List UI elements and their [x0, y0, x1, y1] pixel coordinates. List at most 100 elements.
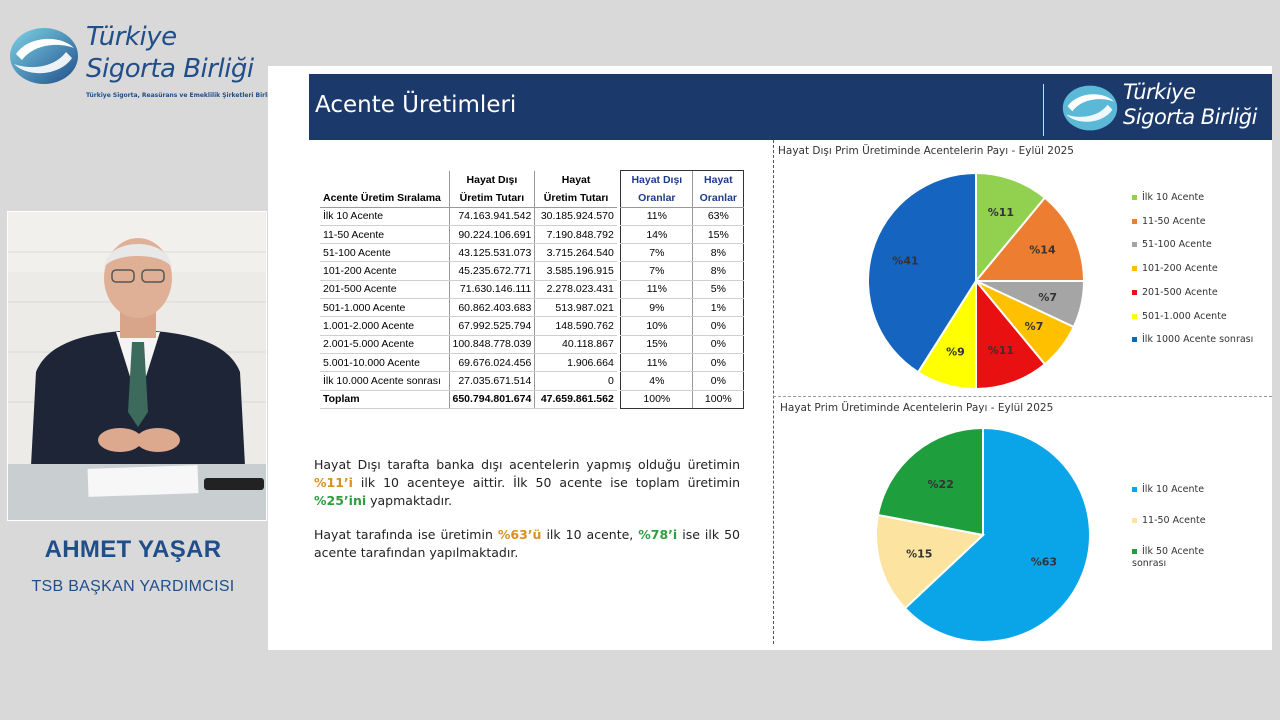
cell-ho: 1% [692, 298, 745, 318]
table-header-row-2: Acente Üretim Sıralama Üretim Tutarı Üre… [320, 188, 745, 208]
tsb-logo-icon [1062, 85, 1118, 131]
p2-text-c: ise ilk 50 acente tarafından yapılmaktad… [314, 527, 740, 560]
cell-ho: 0% [692, 335, 745, 354]
pie-slice [975, 171, 1047, 284]
cell-h: 47.659.861.562 [534, 389, 617, 409]
col-ho-bottom: Oranlar [692, 188, 745, 208]
paragraph-life: Hayat tarafında ise üretimin %63’ü ilk 1… [314, 526, 740, 562]
legend-swatch [1132, 337, 1137, 343]
legend-label: 201-500 Acente [1142, 286, 1218, 298]
pie-slice [903, 426, 1091, 643]
cell-rank: İlk 10.000 Acente sonrası [320, 371, 449, 391]
cell-h: 0 [534, 371, 617, 391]
legend-label: 11-50 Acente [1142, 515, 1206, 526]
legend-swatch [1132, 242, 1137, 248]
tsb-logo-icon [10, 28, 78, 84]
col-hd-bottom: Üretim Tutarı [448, 188, 535, 208]
legend-swatch [1132, 487, 1137, 492]
cell-ho: 15% [692, 225, 745, 245]
cell-ho: 63% [692, 207, 745, 226]
cell-ho: 8% [692, 243, 745, 263]
col-hdo-bottom: Oranlar [620, 188, 693, 208]
table-row: 501-1.000 Acente 60.862.403.683 513.987.02… [320, 298, 745, 318]
speaker-video [7, 211, 267, 521]
cell-hdo: 14% [620, 225, 693, 245]
cell-h: 7.190.848.792 [534, 225, 617, 245]
chart2-title: Hayat Prim Üretiminde Acentelerin Payı -… [780, 402, 1054, 414]
horizontal-divider [773, 396, 1272, 397]
chart2-legend: İlk 10 Acente 11-50 Acente İlk 50 Acente s… [1132, 484, 1272, 584]
cell-hdo: 15% [620, 335, 693, 354]
non-life-pie-chart: %11 %14 %7 %7 %11 %9 %41 [867, 171, 1086, 391]
legend-item: İlk 10 Acente [1132, 484, 1204, 495]
cell-h: 513.987.021 [534, 298, 617, 318]
cell-hd: 67.992.525.794 [448, 316, 535, 336]
cell-h: 3.585.196.915 [534, 261, 617, 281]
table-row: 201-500 Acente 71.630.146.111 2.278.023.43… [320, 280, 745, 300]
cell-hd: 650.794.801.674 [448, 389, 535, 409]
col-ho-top: Hayat [692, 169, 745, 189]
col-hdo-top: Hayat Dışı [620, 169, 693, 189]
agency-production-table: Hayat Dışı Hayat Hayat Dışı Hayat Acente… [320, 169, 745, 409]
cell-rank: 5.001-10.000 Acente [320, 353, 449, 373]
col-h-top: Hayat [534, 170, 617, 189]
vertical-divider [773, 140, 774, 644]
table-row: 101-200 Acente 45.235.672.771 3.585.196.91… [320, 261, 745, 281]
cell-hd: 100.848.778.039 [448, 335, 535, 354]
legend-swatch [1132, 218, 1137, 224]
brand-line1: Türkiye [86, 22, 177, 52]
cell-rank: 2.001-5.000 Acente [320, 335, 449, 354]
pie-slice [867, 171, 977, 374]
legend-label: İlk 50 Acente sonrası [1132, 546, 1205, 569]
cell-h: 40.118.867 [534, 335, 617, 354]
cell-hdo: 4% [620, 371, 693, 391]
table-row: 1.001-2.000 Acente 67.992.525.794 148.590.… [320, 316, 745, 336]
pie-data-label: %63 [1031, 555, 1057, 568]
legend-label: 101-200 Acente [1142, 263, 1218, 275]
pie-slice [975, 278, 1047, 391]
col-h-bottom: Üretim Tutarı [534, 188, 617, 208]
cell-hdo: 11% [620, 207, 693, 226]
pie-slice [875, 513, 986, 610]
table-row: İlk 10 Acente 74.163.941.542 30.185.924.57… [320, 207, 745, 226]
cell-ho: 0% [692, 316, 745, 336]
brand-logo: Türkiye Sigorta Birliği Türkiye Sigorta,… [4, 18, 276, 106]
legend-label: İlk 10 Acente [1142, 192, 1205, 203]
pie-data-label: %11 [988, 206, 1014, 219]
pie-slice [973, 196, 1086, 282]
cell-h: 1.906.664 [534, 353, 617, 373]
cell-hdo: 7% [620, 261, 693, 281]
table-row: 5.001-10.000 Acente 69.676.024.456 1.906.6… [320, 353, 745, 373]
table-total-row: Toplam 650.794.801.674 47.659.861.562 100% 1… [320, 389, 745, 409]
legend-swatch [1132, 289, 1137, 295]
p1-highlight-2: %25’ini [314, 493, 367, 508]
cell-rank: 501-1.000 Acente [320, 298, 449, 318]
life-pie-chart: %63 %15 %22 [875, 426, 1091, 643]
legend-item: 501-1.000 Acente [1132, 311, 1227, 322]
cell-rank: İlk 10 Acente [320, 207, 449, 226]
p1-text-b: ilk 10 acenteye aittir. İlk 50 acente is… [352, 475, 740, 490]
cell-rank: 201-500 Acente [320, 280, 449, 300]
cell-ho: 8% [692, 261, 745, 281]
cell-ho: 100% [692, 389, 745, 409]
cell-hd: 71.630.146.111 [448, 280, 535, 300]
cell-ho: 0% [692, 371, 745, 391]
legend-item: 101-200 Acente [1132, 263, 1218, 274]
legend-item: 11-50 Acente [1132, 216, 1206, 227]
legend-swatch [1132, 195, 1137, 200]
speaker-name: AHMET YAŞAR [44, 536, 222, 563]
cell-rank: 11-50 Acente [320, 225, 449, 245]
cell-rank: Toplam [320, 389, 449, 409]
table-header-row-1: Hayat Dışı Hayat Hayat Dışı Hayat [320, 169, 745, 189]
legend-item: İlk 50 Acente sonrası [1132, 546, 1212, 570]
table-row: 11-50 Acente 90.224.106.691 7.190.848.792 1… [320, 225, 745, 245]
pie-slice [876, 426, 984, 537]
legend-item: İlk 1000 Acente sonrası [1132, 334, 1253, 345]
p2-text-a: Hayat tarafında ise üretimin [314, 527, 498, 542]
pie-data-label: %11 [988, 344, 1014, 357]
table-row: İlk 10.000 Acente sonrası 27.035.671.514 0… [320, 371, 745, 391]
legend-label: 11-50 Acente [1142, 215, 1206, 227]
p2-highlight-1: %63’ü [497, 527, 542, 542]
cell-hd: 60.862.403.683 [448, 298, 535, 318]
cell-h: 3.715.264.540 [534, 243, 617, 263]
